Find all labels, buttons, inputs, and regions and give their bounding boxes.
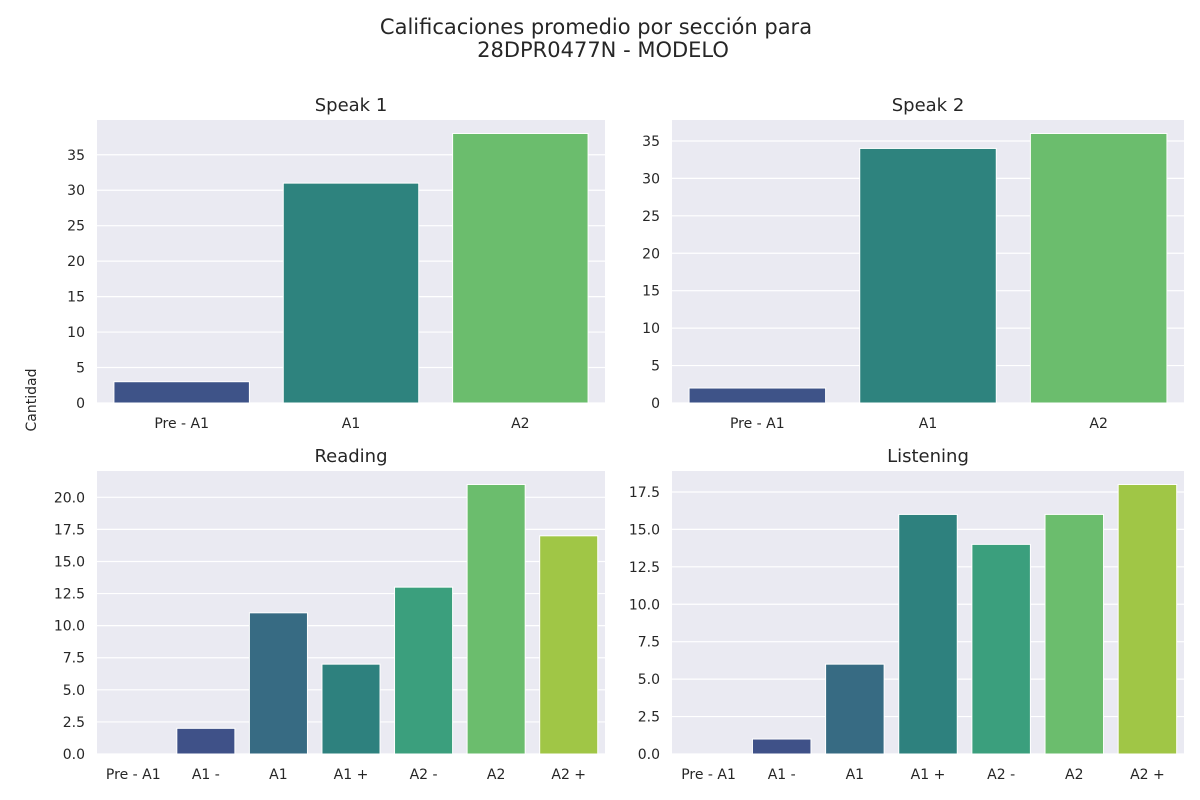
y-tick-label: 17.5 [629,485,660,501]
y-tick-label: 15 [67,290,85,306]
x-tick-label: A1 [919,416,937,432]
x-tick-label: A2 [1089,416,1107,432]
x-tick-label: A1 [269,767,287,783]
y-tick-label: 10 [67,325,85,341]
bar [971,543,1031,755]
bar [1117,483,1178,755]
y-tick-label: 35 [67,148,85,164]
x-tick-label: A2 - [410,767,438,783]
bar [688,387,827,404]
chart-panel: 0 5 10 15 20 25 30 35 Pre - A1 A1 A2 Speak 2 [642,95,1184,432]
subplot-title: Speak 2 [892,95,965,116]
x-tick-label: Pre - A1 [106,767,161,783]
chart-panel: 0 5 10 15 20 25 30 35 Pre - A1 A1 A2 Speak 1 [67,95,605,432]
x-tick-label: A2 [487,767,505,783]
x-tick-label: A2 [1065,767,1083,783]
y-tick-label: 10 [642,321,660,337]
y-tick-label: 0 [651,396,660,412]
y-tick-label: 5 [76,361,85,377]
bar [751,738,812,755]
x-tick-label: A2 - [987,767,1015,783]
x-tick-label: A2 + [1130,767,1165,783]
bar [321,663,381,755]
y-tick-label: 15.0 [629,522,660,538]
y-axis-label: Cantidad [24,369,40,432]
y-tick-label: 15.0 [54,554,85,570]
chart-panel: 0.0 2.5 5.0 7.5 10.0 12.5 15.0 17.5 Pre - A1 A1 -… [629,446,1184,783]
x-tick-label: A2 [511,416,529,432]
y-tick-label: 2.5 [63,715,85,731]
y-tick-label: 2.5 [638,710,660,726]
x-tick-label: Pre - A1 [730,416,785,432]
y-tick-label: 20.0 [54,490,85,506]
bar [539,535,599,755]
y-tick-label: 0.0 [63,747,85,763]
y-tick-label: 25 [642,209,660,225]
x-tick-label: Pre - A1 [154,416,209,432]
y-tick-label: 17.5 [54,522,85,538]
x-tick-label: A1 [846,767,864,783]
bar [452,132,589,404]
y-tick-label: 20 [67,254,85,270]
y-tick-label: 12.5 [629,560,660,576]
bar [1029,132,1168,404]
y-tick-label: 10.0 [629,597,660,613]
y-tick-label: 25 [67,219,85,235]
x-tick-label: A2 + [551,767,586,783]
bar [825,663,885,755]
subplot-grid: 0 5 10 15 20 25 30 35 Pre - A1 A1 A2 Speak 1 0 5 10 15 2… [54,95,1184,783]
subplot-title: Speak 1 [315,95,388,116]
bar [282,182,420,404]
x-tick-label: A1 [342,416,360,432]
bar [859,147,997,404]
y-tick-label: 7.5 [638,635,660,651]
y-tick-label: 10.0 [54,619,85,635]
y-tick-label: 5 [651,359,660,375]
bar [113,381,250,404]
y-tick-label: 7.5 [63,651,85,667]
x-tick-label: A1 + [911,767,946,783]
x-tick-label: A1 - [768,767,796,783]
bar [1044,513,1105,755]
y-tick-label: 5.0 [638,672,660,688]
subplot-title: Listening [887,446,969,467]
chart-panel: 0.0 2.5 5.0 7.5 10.0 12.5 15.0 17.5 20.0 Pre - A1… [54,446,605,783]
y-tick-label: 20 [642,246,660,262]
bar [898,513,958,755]
bar [466,483,526,755]
y-tick-label: 30 [642,171,660,187]
y-tick-label: 12.5 [54,587,85,603]
figure-title-line-1: Calificaciones promedio por sección para [380,15,812,39]
bar [248,612,308,755]
y-tick-label: 15 [642,284,660,300]
y-tick-label: 0.0 [638,747,660,763]
y-tick-label: 0 [76,396,85,412]
bar [394,586,454,755]
y-tick-label: 35 [642,134,660,150]
x-tick-label: A1 - [192,767,220,783]
x-tick-label: A1 + [334,767,369,783]
subplot-title: Reading [314,446,387,467]
y-tick-label: 30 [67,183,85,199]
x-tick-label: Pre - A1 [681,767,736,783]
y-tick-label: 5.0 [63,683,85,699]
bar [176,727,236,755]
figure-title-line-2: 28DPR0477N - MODELO [477,38,729,62]
